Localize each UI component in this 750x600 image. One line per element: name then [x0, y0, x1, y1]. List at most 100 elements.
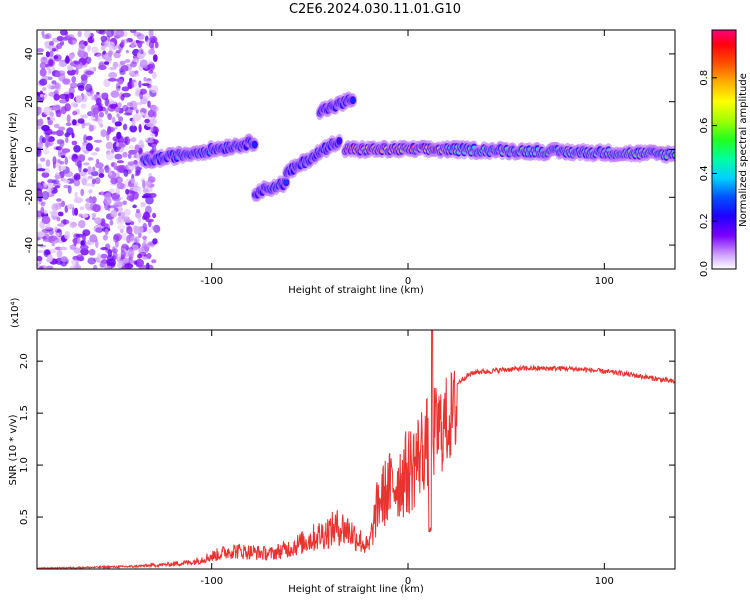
spectrogram-noise-blob — [70, 101, 77, 108]
spectrogram-noise-blob — [65, 136, 69, 144]
spectrogram-noise-blob — [63, 184, 70, 189]
spectrogram-noise-blob — [64, 31, 69, 37]
spectrogram-noise-blob — [94, 217, 102, 225]
spectrogram-noise-blob — [108, 72, 118, 79]
spectrogram-noise-blob — [142, 180, 146, 189]
spectrogram-noise-blob — [78, 220, 86, 229]
spectrogram-noise-blob — [51, 242, 55, 247]
spectrogram-noise-blob — [74, 191, 78, 199]
spectrogram-noise-blob — [118, 196, 124, 200]
spectrogram-noise-blob — [136, 33, 145, 40]
spectrogram-noise-blob — [117, 225, 126, 231]
spectrogram-noise-blob — [67, 34, 75, 39]
spectrogram-noise-blob — [114, 146, 122, 150]
spectrogram-noise-blob — [151, 106, 159, 112]
spectrogram-noise-blob — [145, 196, 154, 205]
spectrogram-noise-blob — [123, 38, 129, 44]
spectrogram-noise-blob — [54, 174, 62, 180]
spectrogram-noise-blob — [114, 200, 119, 205]
spectrogram-noise-blob — [97, 117, 103, 126]
spectrogram-noise-blob — [40, 202, 46, 207]
spectrogram-noise-blob — [81, 213, 89, 218]
spectrogram-noise-blob — [148, 172, 153, 178]
spectrogram-noise-blob — [96, 97, 102, 106]
spectrogram-noise-blob — [37, 262, 40, 268]
spectrogram-noise-blob — [149, 192, 157, 199]
spectrogram-noise-blob — [69, 53, 75, 59]
spectrogram-noise-blob — [62, 78, 71, 85]
spectrogram-noise-blob — [69, 221, 77, 229]
snr-x-label: Height of straight line (km) — [288, 584, 424, 595]
spectrogram-noise-blob — [84, 202, 91, 209]
spectrogram-noise-blob — [94, 177, 101, 185]
spectrogram-noise-blob — [80, 188, 84, 197]
spectrogram-noise-blob — [74, 207, 79, 216]
spectrogram-noise-blob — [150, 85, 159, 94]
spectrogram-noise-blob — [127, 153, 132, 159]
spectrogram-noise-blob — [104, 108, 109, 115]
spectrogram-noise-blob — [130, 136, 137, 143]
spectrogram-y-tick-label: 0 — [24, 146, 35, 152]
spectrogram-noise-blob — [73, 179, 81, 187]
spectrogram-noise-blob — [56, 198, 62, 202]
snr-x-tick-label: 0 — [405, 576, 411, 587]
spectrogram-noise-blob — [44, 249, 51, 256]
spectrogram-noise-blob — [88, 189, 93, 194]
spectrogram-noise-blob — [60, 106, 67, 115]
spectrogram-noise-blob — [83, 134, 88, 143]
spectrogram-noise-blob — [110, 209, 118, 218]
spectrogram-noise-blob — [138, 217, 142, 224]
spectrogram-x-tick-label: 0 — [405, 276, 411, 287]
spectrogram-noise-blob — [55, 232, 60, 238]
spectrogram-noise-blob — [78, 44, 86, 49]
spectrogram-noise-blob — [69, 265, 79, 269]
spectrogram-noise-blob — [58, 144, 64, 151]
spectrogram-noise-blob — [100, 253, 108, 259]
spectrogram-noise-blob — [126, 226, 133, 235]
spectrogram-noise-blob — [48, 69, 52, 75]
spectrogram-noise-blob — [120, 228, 124, 234]
spectrogram-noise-blob — [80, 94, 88, 103]
spectrogram-noise-blob — [40, 56, 48, 64]
spectrogram-noise-blob — [60, 200, 66, 207]
spectrogram-noise-blob — [48, 235, 58, 242]
spectrogram-noise-blob — [94, 52, 102, 57]
spectrogram-noise-blob — [85, 70, 94, 76]
spectrogram-noise-blob — [129, 259, 135, 264]
spectrogram-noise-blob — [133, 191, 139, 200]
snr-panel: -100 0 100 0.5 1.0 1.5 2.0 Height of straight … — [8, 297, 676, 595]
spectrogram-noise-blob — [42, 34, 50, 39]
spectrogram-noise-blob — [118, 142, 124, 148]
spectrogram-noise-blob — [67, 204, 75, 210]
colorbar: 0.0 0.2 0.4 0.6 0.8 Normalized spectral ampl… — [699, 29, 749, 277]
spectrogram-noise-blob — [100, 45, 106, 51]
spectrogram-noise-blob — [130, 178, 135, 185]
spectrogram-noise-blob — [105, 141, 114, 150]
colorbar-tick-label: 0.4 — [699, 165, 710, 181]
spectrogram-noise-blob — [107, 125, 112, 135]
spectrogram-noise-blob — [132, 204, 137, 209]
spectrogram-noise-blob — [76, 160, 83, 168]
spectrogram-noise-blob — [87, 36, 95, 44]
spectrogram-noise-blob — [54, 83, 60, 89]
spectrogram-noise-blob — [132, 186, 141, 192]
spectrogram-noise-blob — [107, 41, 115, 48]
spectrogram-noise-blob — [72, 110, 78, 116]
spectrogram-noise-blob — [117, 206, 124, 212]
spectrogram-noise-blob — [45, 265, 54, 269]
spectrogram-noise-blob — [130, 42, 135, 48]
spectrogram-noise-blob — [57, 211, 64, 217]
spectrogram-noise-blob — [100, 247, 108, 251]
spectrogram-noise-blob — [121, 265, 129, 269]
spectrogram-noise-blob — [116, 160, 124, 164]
spectrogram-noise-blob — [125, 49, 129, 54]
spectrogram-noise-blob — [67, 185, 72, 194]
spectrogram-noise-blob — [100, 218, 106, 227]
spectrogram-noise-blob — [113, 233, 123, 241]
spectrogram-noise-blob — [100, 129, 107, 138]
spectrogram-band-core — [337, 138, 342, 143]
spectrogram-noise-blob — [85, 56, 92, 64]
spectrogram-noise-blob — [76, 254, 84, 262]
spectrogram-noise-blob — [133, 32, 142, 37]
